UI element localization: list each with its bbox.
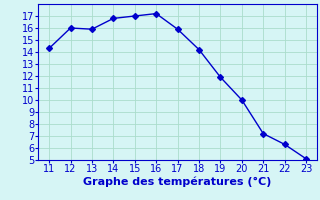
X-axis label: Graphe des températures (°C): Graphe des températures (°C) xyxy=(84,177,272,187)
